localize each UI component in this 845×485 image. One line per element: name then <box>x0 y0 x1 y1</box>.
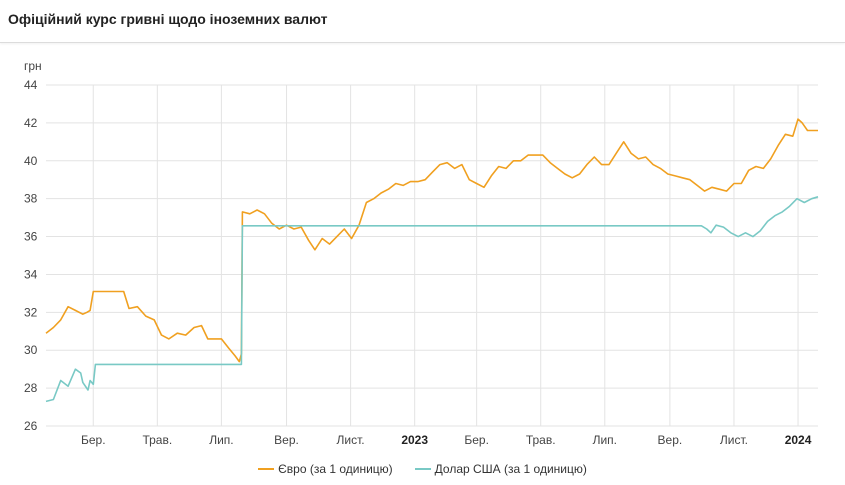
chart-header: Офіційний курс гривні щодо іноземних вал… <box>0 0 845 43</box>
y-tick-label: 38 <box>24 192 38 206</box>
series-lines <box>45 118 819 403</box>
y-tick-label: 44 <box>24 78 38 92</box>
y-tick-label: 42 <box>24 116 38 130</box>
y-tick-label: 40 <box>24 154 38 168</box>
y-tick-label: 32 <box>24 305 38 319</box>
x-tick-label: 2023 <box>401 433 428 447</box>
chart-title: Офіційний курс гривні щодо іноземних вал… <box>8 11 328 27</box>
legend: Євро (за 1 одиницю) Долар США (за 1 один… <box>0 462 845 476</box>
series-line-euro <box>45 118 818 363</box>
x-tick-label: Вер. <box>658 433 683 447</box>
y-tick-label: 28 <box>24 381 38 395</box>
y-gridlines <box>46 84 818 427</box>
y-tick-labels: 26 28 30 32 34 36 38 40 42 44 <box>24 78 38 433</box>
legend-label-euro: Євро (за 1 одиницю) <box>278 462 393 476</box>
x-tick-label: Бер. <box>81 433 106 447</box>
x-tick-label: 2024 <box>785 433 812 447</box>
y-axis-label: грн <box>24 59 42 73</box>
x-tick-labels: Бер. Трав. Лип. Вер. Лист. 2023 Бер. Трав. Лип. В… <box>81 433 812 447</box>
x-tick-label: Лип. <box>593 433 617 447</box>
y-tick-label: 36 <box>24 230 38 244</box>
x-tick-label: Лист. <box>720 433 748 447</box>
legend-item-usd[interactable]: Долар США (за 1 одиницю) <box>414 462 587 476</box>
series-line-usd <box>45 196 819 403</box>
legend-swatch-euro <box>258 468 275 470</box>
x-gridlines <box>92 85 799 426</box>
x-tick-label: Трав. <box>142 433 172 447</box>
x-tick-label: Вер. <box>274 433 299 447</box>
y-tick-label: 26 <box>24 419 38 433</box>
x-tick-label: Лип. <box>209 433 233 447</box>
x-tick-label: Бер. <box>464 433 489 447</box>
y-tick-label: 34 <box>24 267 38 281</box>
x-tick-label: Трав. <box>526 433 556 447</box>
legend-label-usd: Долар США (за 1 одиницю) <box>434 462 587 476</box>
y-tick-label: 30 <box>24 343 38 357</box>
legend-swatch-usd <box>414 468 431 470</box>
legend-item-euro[interactable]: Євро (за 1 одиницю) <box>258 462 393 476</box>
x-tick-label: Лист. <box>337 433 365 447</box>
